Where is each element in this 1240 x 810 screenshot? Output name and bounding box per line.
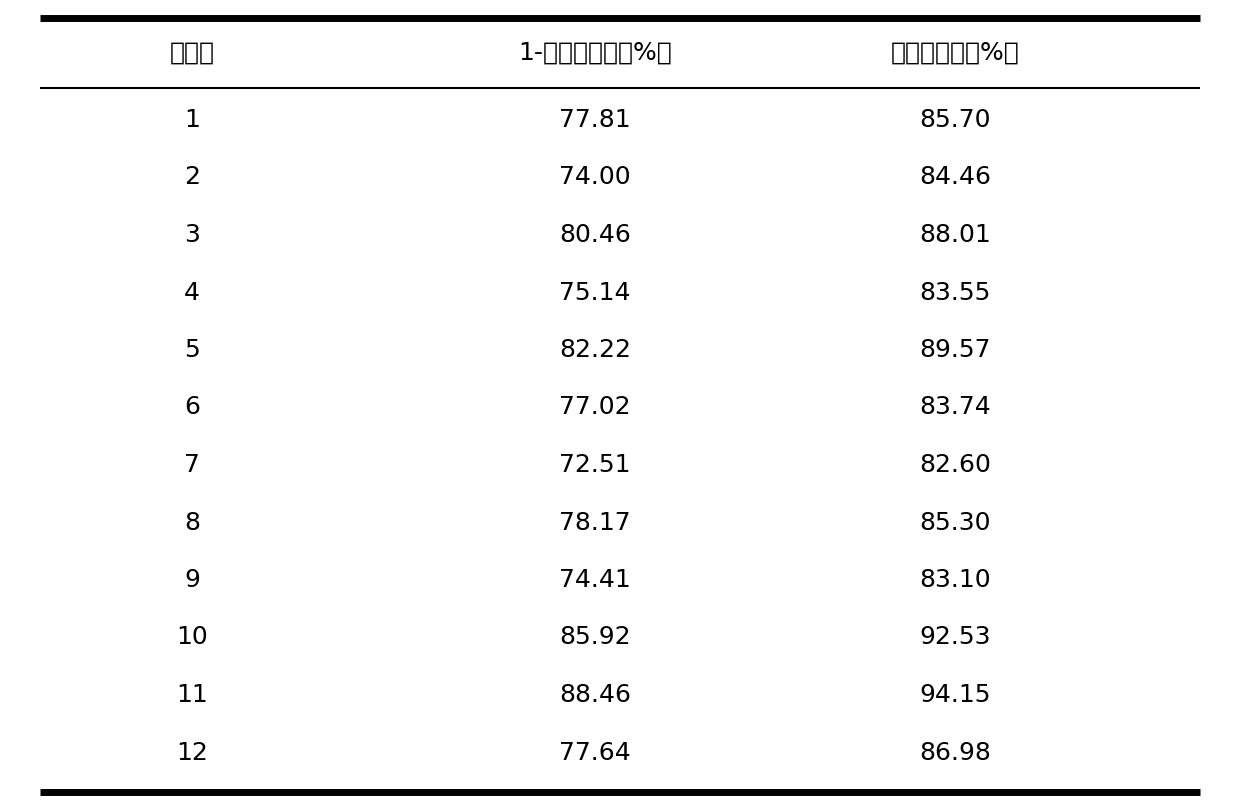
Text: 88.46: 88.46 <box>559 683 631 707</box>
Text: 77.81: 77.81 <box>559 108 631 132</box>
Text: 2: 2 <box>185 165 200 190</box>
Text: 94.15: 94.15 <box>919 683 991 707</box>
Text: 82.22: 82.22 <box>559 338 631 362</box>
Text: 77.64: 77.64 <box>559 740 631 765</box>
Text: 80.46: 80.46 <box>559 223 631 247</box>
Text: 72.51: 72.51 <box>559 453 631 477</box>
Text: 12: 12 <box>176 740 208 765</box>
Text: 75.14: 75.14 <box>559 280 631 305</box>
Text: 92.53: 92.53 <box>919 625 991 650</box>
Text: 实施例: 实施例 <box>170 41 215 65</box>
Text: 3: 3 <box>185 223 200 247</box>
Text: 74.00: 74.00 <box>559 165 631 190</box>
Text: 6: 6 <box>185 395 200 420</box>
Text: 74.41: 74.41 <box>559 568 631 592</box>
Text: 83.74: 83.74 <box>919 395 991 420</box>
Text: 11: 11 <box>176 683 208 707</box>
Text: 1: 1 <box>185 108 200 132</box>
Text: 1-丁烯转化率（%）: 1-丁烯转化率（%） <box>518 41 672 65</box>
Text: 78.17: 78.17 <box>559 510 631 535</box>
Text: 84.46: 84.46 <box>919 165 991 190</box>
Text: 85.70: 85.70 <box>919 108 991 132</box>
Text: 88.01: 88.01 <box>919 223 991 247</box>
Text: 9: 9 <box>185 568 200 592</box>
Text: 85.30: 85.30 <box>919 510 991 535</box>
Text: 83.55: 83.55 <box>919 280 991 305</box>
Text: 8: 8 <box>185 510 200 535</box>
Text: 5: 5 <box>185 338 200 362</box>
Text: 4: 4 <box>185 280 200 305</box>
Text: 86.98: 86.98 <box>919 740 991 765</box>
Text: 89.57: 89.57 <box>919 338 991 362</box>
Text: 82.60: 82.60 <box>919 453 991 477</box>
Text: 丙烯选择性（%）: 丙烯选择性（%） <box>890 41 1019 65</box>
Text: 83.10: 83.10 <box>919 568 991 592</box>
Text: 10: 10 <box>176 625 208 650</box>
Text: 85.92: 85.92 <box>559 625 631 650</box>
Text: 77.02: 77.02 <box>559 395 631 420</box>
Text: 7: 7 <box>185 453 200 477</box>
